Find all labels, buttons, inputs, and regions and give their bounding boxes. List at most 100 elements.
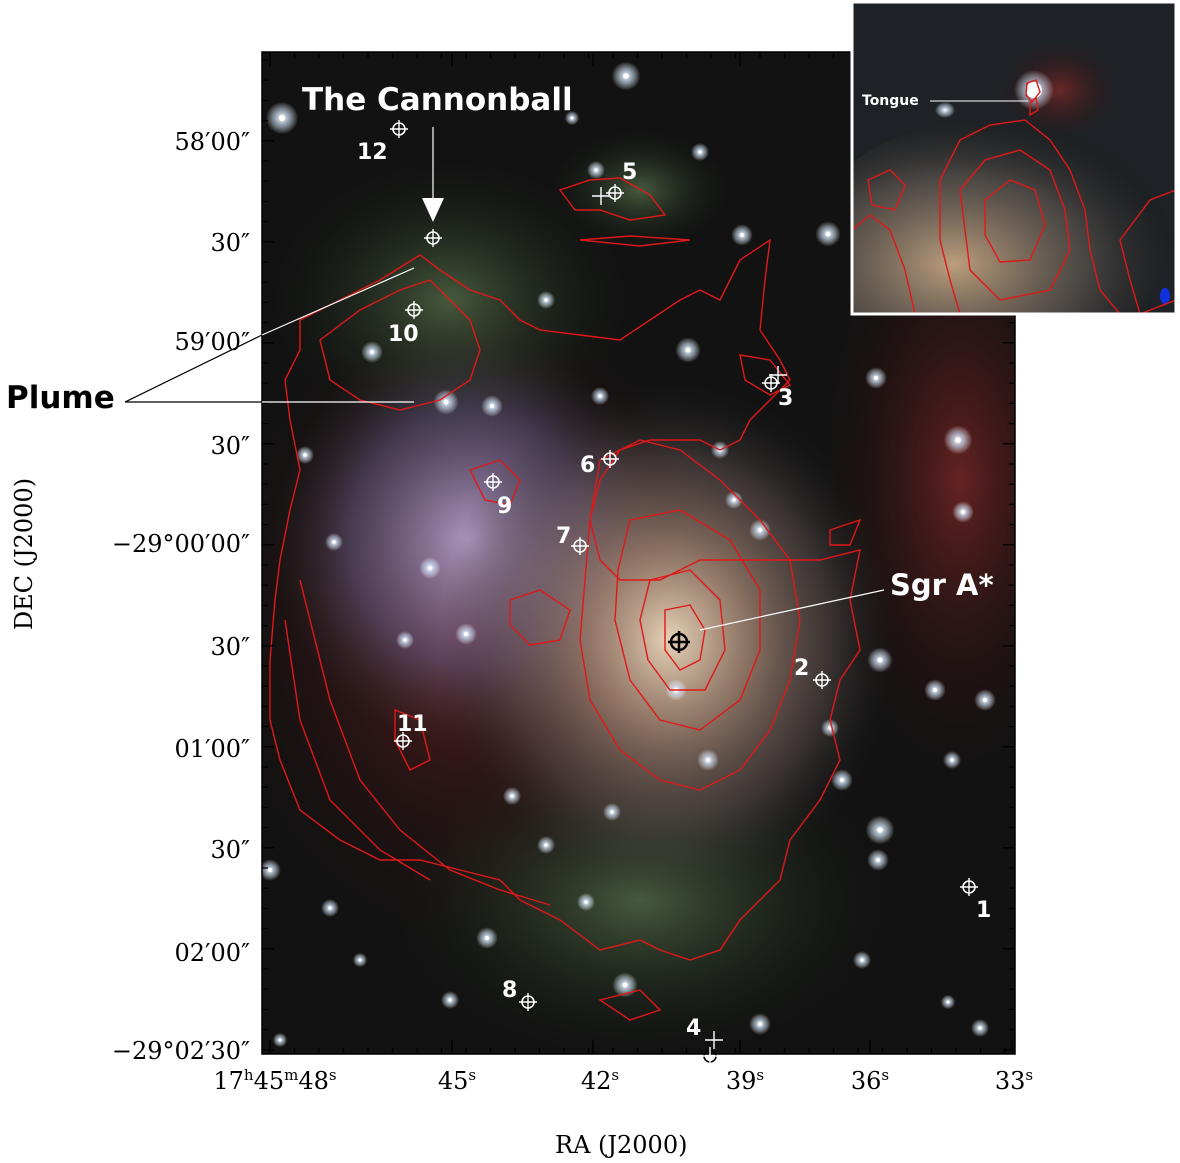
y-tick-label: −29°00′00″ <box>111 530 250 558</box>
contour-line <box>614 509 761 731</box>
x-axis-title: RA (J2000) <box>555 1131 688 1159</box>
contour-line <box>269 238 861 961</box>
star-core <box>369 349 375 355</box>
star-core <box>328 906 332 910</box>
inset-contour-line <box>939 119 1121 314</box>
star-core <box>960 509 966 515</box>
contour-line <box>598 989 662 1021</box>
plot-frame <box>261 51 1016 1055</box>
star-core <box>828 726 832 730</box>
star-core <box>570 116 574 120</box>
star-core <box>584 900 588 904</box>
contour-line <box>579 235 691 247</box>
tongue-inset <box>850 0 1178 316</box>
star-field <box>262 61 996 1048</box>
y-tick-label: 30″ <box>210 836 250 864</box>
contour-line <box>639 569 726 691</box>
contour-line <box>299 579 551 906</box>
star-core <box>825 231 831 237</box>
star-core <box>955 437 961 443</box>
star-core <box>978 1026 982 1030</box>
inset-contour-line <box>867 169 906 211</box>
sgra-marker <box>668 631 690 653</box>
source-label-3: 3 <box>778 386 794 411</box>
y-tick-label: 01′00″ <box>174 735 251 763</box>
contour-line <box>469 459 521 506</box>
source-marker <box>519 993 537 1011</box>
inset-contour-line <box>852 214 916 314</box>
source-marker <box>484 473 502 491</box>
contour-line <box>284 619 431 881</box>
star-core <box>705 757 711 763</box>
star-core <box>267 867 273 873</box>
source-markers <box>390 120 978 1065</box>
inset-contour-line <box>959 149 1071 301</box>
star-core <box>932 687 938 693</box>
star-core <box>946 1000 950 1004</box>
sgra-label: Sgr A* <box>890 568 994 602</box>
source-marker <box>405 301 423 319</box>
source-marker <box>601 450 619 468</box>
star-core <box>358 958 362 962</box>
cannonball-label: The Cannonball <box>302 82 573 118</box>
x-tick-label: 33s <box>994 1066 1034 1095</box>
tongue-label: Tongue <box>862 93 919 109</box>
star-core <box>860 958 864 962</box>
star-core <box>332 540 336 544</box>
source-marker <box>606 184 624 202</box>
source-label-6: 6 <box>580 453 596 478</box>
x-tick-label: 42s <box>580 1066 620 1095</box>
star-core <box>594 168 598 172</box>
source-marker <box>424 229 442 247</box>
star-core <box>839 777 845 783</box>
star-core <box>732 498 736 502</box>
callout-lines <box>124 127 885 631</box>
source-marker <box>390 120 408 138</box>
star-core <box>622 982 628 988</box>
star-core <box>685 347 691 353</box>
star-core <box>950 758 954 762</box>
inset-contour-line <box>984 179 1046 263</box>
y-tick-label: −29°02′30″ <box>111 1037 250 1065</box>
contour-line <box>319 279 481 411</box>
source-marker <box>394 732 412 750</box>
star-core <box>448 998 452 1002</box>
y-tick-label: 30″ <box>210 229 250 257</box>
inset-contour-line <box>1025 79 1041 104</box>
x-tick-label: 45s <box>437 1066 477 1095</box>
y-tick-label: 30″ <box>210 432 250 460</box>
star-core <box>757 1021 763 1027</box>
source-marker <box>960 878 978 896</box>
offset-cross <box>769 366 787 384</box>
star-core <box>877 827 883 833</box>
source-label-7: 7 <box>556 524 572 549</box>
star-core <box>510 794 514 798</box>
source-label-4: 4 <box>686 1016 702 1041</box>
source-label-11: 11 <box>397 712 428 737</box>
star-core <box>873 375 879 381</box>
star-core <box>489 403 495 409</box>
star-core <box>877 657 883 663</box>
star-core <box>610 810 614 814</box>
source-label-8: 8 <box>502 978 518 1003</box>
source-label-10: 10 <box>388 322 419 347</box>
source-marker <box>762 374 780 392</box>
plume-label: Plume <box>6 380 115 416</box>
contour-line <box>739 354 792 396</box>
source-label-1: 1 <box>976 898 992 923</box>
star-core <box>463 631 469 637</box>
star-core <box>303 453 307 457</box>
offset-cross <box>592 187 610 205</box>
star-core <box>544 298 548 302</box>
y-tick-label: 58′00″ <box>174 128 251 156</box>
x-tick-label: 17h45m48s <box>213 1066 337 1095</box>
star-core <box>698 150 702 154</box>
y-tick-label: 59′00″ <box>174 328 251 356</box>
source-marker <box>813 671 831 689</box>
star-core <box>875 857 881 863</box>
star-core <box>443 399 449 405</box>
source-label-5: 5 <box>622 160 638 185</box>
contour-line <box>509 589 571 646</box>
source-marker <box>701 1047 719 1065</box>
star-core <box>427 565 433 571</box>
